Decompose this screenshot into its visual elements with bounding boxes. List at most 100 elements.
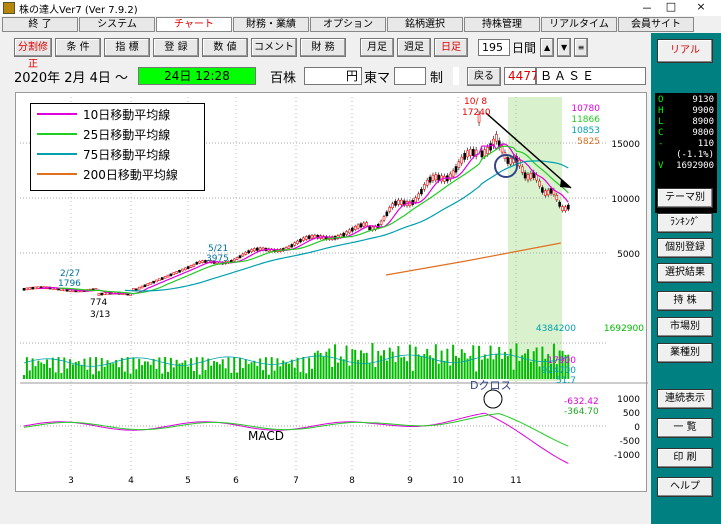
candle-body [143, 284, 147, 288]
indicator-button[interactable]: 指 標 [104, 37, 150, 57]
values-button[interactable]: 数 値 [202, 37, 248, 57]
weekly-button[interactable]: 週足 [397, 37, 431, 57]
selection-result-button[interactable]: 選択結果 [657, 263, 713, 283]
candle-body [97, 293, 101, 296]
volume-bar [331, 366, 334, 379]
candle-body [169, 273, 173, 277]
help-button[interactable]: ヘルプ [657, 477, 713, 497]
volume-bar [518, 360, 521, 379]
list-button[interactable]: 一 覧 [657, 418, 713, 438]
volume-bar [472, 345, 475, 379]
period-up-button[interactable]: ▲ [540, 37, 555, 57]
candle-body [495, 134, 498, 142]
monthly-button[interactable]: 月足 [360, 37, 394, 57]
menu-stock-select[interactable]: 銘柄選択 [387, 17, 463, 32]
menu-financials[interactable]: 財務・業績 [233, 17, 309, 32]
ranking-button[interactable]: ﾗﾝｷﾝｸﾞ [657, 213, 713, 233]
volume-bar [233, 357, 236, 379]
candle-body [477, 114, 481, 123]
volume-bar [403, 356, 406, 379]
market-field[interactable] [394, 67, 427, 85]
volume-bar [259, 358, 262, 379]
candle-body [155, 279, 158, 283]
theme-button[interactable]: テーマ別 [657, 188, 713, 208]
comment-button[interactable]: コメント [251, 37, 297, 57]
candle-body [244, 251, 248, 255]
volume-bar [227, 357, 230, 379]
daily-button[interactable]: 日足 [434, 37, 468, 57]
menu-exit[interactable]: 終 了 [2, 17, 78, 32]
individual-register-button[interactable]: 個別登録 [657, 238, 713, 258]
continuous-display-button[interactable]: 連続表示 [657, 389, 713, 409]
print-button[interactable]: 印 刷 [657, 448, 713, 468]
volume-bar [305, 373, 308, 379]
candle-body [538, 180, 541, 187]
volume-bar [198, 374, 201, 379]
stock-code-field[interactable]: 4477 [504, 67, 539, 85]
volume-bar [414, 346, 417, 379]
candle-body [509, 158, 513, 165]
volume-bar [302, 357, 305, 379]
candle-body [163, 276, 167, 279]
menu-member-site[interactable]: 会員サイト [618, 17, 694, 32]
ma25-line [58, 145, 569, 295]
volume-bar [267, 374, 270, 379]
right-panel: リアル O 9130 H 9900 L 8900 C 9800 -110 (-1.1%)… [651, 33, 721, 524]
back-button[interactable]: 戻る [467, 66, 502, 86]
candle-body [558, 201, 561, 207]
volume-bar [109, 362, 112, 379]
realtime-button[interactable]: リアル [657, 39, 713, 63]
volume-bar [276, 358, 279, 379]
volume-bar [71, 364, 74, 379]
close-button[interactable]: × [696, 0, 706, 13]
volume-bar [463, 352, 466, 379]
menu-realtime[interactable]: リアルタイム [541, 17, 617, 32]
candle-body [255, 247, 259, 251]
chart-area[interactable]: 15000 10000 5000 3 4 5 6 7 8 9 10 11 10/ 8 17240 5/21 3… [15, 92, 648, 492]
volume-bar [175, 359, 178, 379]
volume-bar [74, 361, 77, 379]
volume-bar [319, 353, 322, 379]
period-select[interactable]: 195 [478, 38, 510, 56]
volume-bar [316, 350, 319, 379]
menu-system[interactable]: システム [79, 17, 155, 32]
menu-options[interactable]: オプション [310, 17, 386, 32]
candle-body [359, 223, 363, 228]
currency-select[interactable]: 円 [304, 67, 363, 85]
period-down-button[interactable]: ▼ [557, 37, 572, 57]
volume-bar [57, 357, 60, 379]
condition-button[interactable]: 条 件 [55, 37, 101, 57]
maximize-button[interactable]: □ [665, 0, 677, 13]
candle-body [379, 220, 383, 225]
dcross-circle [483, 389, 503, 409]
candle-body [137, 286, 141, 290]
menu-holdings[interactable]: 持株管理 [464, 17, 540, 32]
datetime-display: 24日 12:28 [138, 67, 256, 85]
split-adjust-button[interactable]: 分割修正 [14, 37, 52, 70]
period-menu-button[interactable]: ≡ [574, 37, 589, 57]
legend-label: 25日移動平均線 [83, 127, 171, 142]
register-button[interactable]: 登 録 [153, 37, 199, 57]
volume-bar [112, 363, 115, 379]
volume-bar [486, 358, 489, 379]
by-industry-button[interactable]: 業種別 [657, 343, 713, 363]
candle-body [302, 237, 305, 241]
holdings-button[interactable]: 持 株 [657, 291, 713, 311]
menu-chart[interactable]: チャート [156, 17, 232, 32]
volume-bar [431, 358, 434, 379]
volume-bar [529, 361, 532, 379]
volume-bar [187, 366, 190, 379]
volume-bar [313, 352, 316, 379]
financial-button[interactable]: 財 務 [300, 37, 346, 57]
candle-body [434, 174, 438, 181]
annotation-date: 3/13 [90, 310, 110, 320]
volume-bar [178, 363, 181, 379]
volume-bar [457, 357, 460, 379]
volume-bar [544, 358, 547, 379]
minimize-button[interactable]: － [641, 2, 653, 15]
candle-body [500, 145, 504, 153]
volume-bar [342, 359, 345, 379]
month-label: 4 [128, 476, 134, 486]
by-market-button[interactable]: 市場別 [657, 317, 713, 337]
volume-bar [28, 370, 31, 379]
